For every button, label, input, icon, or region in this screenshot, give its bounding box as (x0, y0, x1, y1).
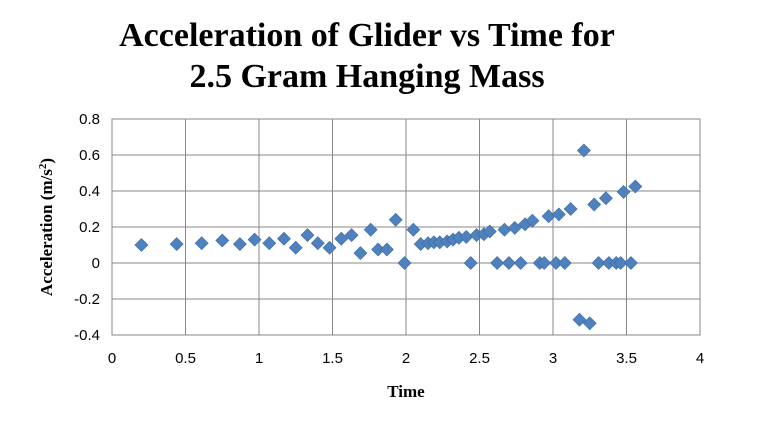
data-point (277, 231, 291, 246)
data-point (379, 242, 394, 257)
chart-title-line-1: Acceleration of Glider vs Time for (119, 17, 615, 54)
data-point (551, 207, 566, 222)
data-point (397, 256, 412, 270)
x-axis-title: Time (387, 382, 425, 401)
data-point (572, 312, 587, 327)
data-point (576, 143, 591, 158)
x-tick-label: 3.5 (616, 350, 637, 367)
y-tick-label: -0.4 (74, 327, 100, 344)
y-axis-title-main: Acceleration (m/s (37, 169, 56, 296)
data-series (134, 143, 643, 331)
data-point (598, 191, 613, 206)
x-tick-label: 0.5 (175, 350, 196, 367)
y-tick-label: -0.2 (74, 291, 100, 308)
data-point (537, 256, 552, 270)
data-point (406, 222, 421, 237)
x-tick-label: 1 (255, 350, 263, 367)
data-point (169, 237, 184, 252)
data-point (616, 184, 631, 199)
data-point (482, 224, 497, 239)
x-tick-label: 3 (549, 350, 557, 367)
data-point (497, 222, 512, 237)
data-point (623, 256, 638, 270)
data-point (300, 228, 315, 243)
plot-area (111, 118, 701, 336)
y-tick-label: 0.6 (79, 147, 100, 164)
data-point (490, 256, 505, 270)
x-tick-label: 0 (108, 350, 116, 367)
data-point (507, 220, 522, 235)
data-point (322, 240, 337, 255)
y-tick-label: 0.4 (79, 183, 100, 200)
data-point (247, 232, 262, 247)
x-tick-label: 1.5 (322, 350, 343, 367)
data-point (194, 236, 209, 251)
data-point (288, 240, 303, 255)
x-tick-label: 4 (696, 350, 704, 367)
data-point (262, 236, 277, 251)
y-tick-label: 0 (92, 255, 100, 272)
data-point (563, 202, 578, 216)
data-point (215, 233, 230, 248)
gridlines (111, 118, 701, 336)
data-point (557, 256, 572, 270)
data-point (501, 256, 516, 270)
data-point (363, 222, 378, 237)
data-point (232, 237, 247, 252)
data-point (344, 228, 359, 243)
y-axis-title: Acceleration (m/s2) (37, 158, 56, 296)
data-point (463, 256, 478, 270)
data-point (388, 212, 403, 227)
data-point (334, 231, 349, 246)
data-point (513, 256, 528, 270)
data-point (613, 256, 628, 270)
y-axis-title-superscript: 2 (37, 163, 49, 169)
y-axis-title-end: ) (37, 158, 56, 164)
data-point (587, 197, 602, 212)
y-axis-tick-labels: -0.4 -0.2 0 0.2 0.4 0.6 0.8 (74, 111, 100, 344)
data-point (591, 256, 606, 270)
x-tick-label: 2 (402, 350, 410, 367)
chart-title-line-2: 2.5 Gram Hanging Mass (189, 58, 544, 95)
data-point (310, 236, 325, 251)
y-tick-label: 0.8 (79, 111, 100, 128)
data-point (353, 246, 368, 261)
data-point (134, 238, 149, 252)
data-point (525, 213, 540, 228)
data-point (582, 316, 597, 331)
x-axis-tick-labels: 0 0.5 1 1.5 2 2.5 3 3.5 4 (108, 350, 704, 367)
data-point (628, 179, 643, 194)
y-tick-label: 0.2 (79, 219, 100, 236)
x-tick-label: 2.5 (469, 350, 490, 367)
